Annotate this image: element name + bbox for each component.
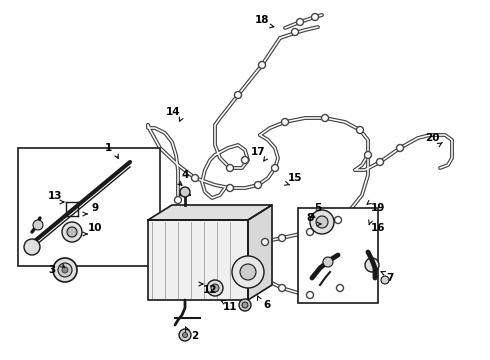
Text: 16: 16 (371, 223, 385, 233)
Circle shape (242, 157, 248, 163)
Text: 2: 2 (192, 331, 198, 341)
Text: 20: 20 (425, 133, 439, 143)
Polygon shape (148, 205, 272, 220)
Circle shape (53, 258, 77, 282)
Circle shape (179, 329, 191, 341)
Circle shape (381, 276, 389, 284)
Circle shape (321, 114, 328, 122)
Text: 4: 4 (181, 170, 189, 180)
Circle shape (376, 158, 384, 166)
Text: 8: 8 (306, 213, 314, 223)
Text: 11: 11 (223, 302, 237, 312)
Circle shape (180, 187, 190, 197)
Circle shape (278, 234, 286, 242)
Circle shape (33, 220, 43, 230)
Polygon shape (248, 205, 272, 300)
Circle shape (335, 216, 342, 224)
Circle shape (235, 91, 242, 99)
Text: 17: 17 (251, 147, 265, 157)
Circle shape (182, 333, 188, 338)
Circle shape (226, 165, 234, 171)
Circle shape (207, 280, 223, 296)
Circle shape (262, 238, 269, 246)
Text: 1: 1 (104, 143, 112, 153)
Text: 14: 14 (166, 107, 180, 117)
Circle shape (192, 175, 198, 181)
Circle shape (67, 227, 77, 237)
Circle shape (292, 28, 298, 36)
Circle shape (396, 144, 403, 152)
Circle shape (365, 152, 371, 158)
Circle shape (254, 181, 262, 189)
Text: 15: 15 (288, 173, 302, 183)
Circle shape (240, 264, 256, 280)
Circle shape (271, 165, 278, 171)
Circle shape (232, 256, 264, 288)
Circle shape (310, 210, 334, 234)
Circle shape (307, 229, 314, 235)
Text: 5: 5 (315, 203, 321, 213)
Circle shape (62, 222, 82, 242)
Bar (18, 148, 160, 266)
Circle shape (357, 126, 364, 134)
Text: 19: 19 (371, 203, 385, 213)
Circle shape (24, 239, 40, 255)
Text: 7: 7 (386, 273, 393, 283)
Text: 10: 10 (88, 223, 102, 233)
Text: 13: 13 (48, 191, 62, 201)
Text: 12: 12 (203, 285, 217, 295)
Circle shape (323, 257, 333, 267)
Circle shape (226, 184, 234, 192)
Circle shape (312, 13, 318, 21)
Text: 3: 3 (49, 265, 56, 275)
Circle shape (242, 302, 248, 308)
Circle shape (58, 263, 72, 277)
Polygon shape (148, 220, 248, 300)
Circle shape (278, 284, 286, 292)
Circle shape (307, 292, 314, 298)
Circle shape (337, 284, 343, 292)
Circle shape (259, 62, 266, 68)
Circle shape (296, 18, 303, 26)
Text: 18: 18 (255, 15, 269, 25)
Bar (298, 208, 378, 303)
Circle shape (174, 197, 181, 203)
Circle shape (239, 299, 251, 311)
Text: 9: 9 (92, 203, 98, 213)
Circle shape (281, 118, 289, 126)
Circle shape (211, 284, 219, 292)
Circle shape (62, 267, 68, 273)
Text: 6: 6 (264, 300, 270, 310)
Circle shape (365, 258, 379, 272)
Circle shape (316, 216, 328, 228)
